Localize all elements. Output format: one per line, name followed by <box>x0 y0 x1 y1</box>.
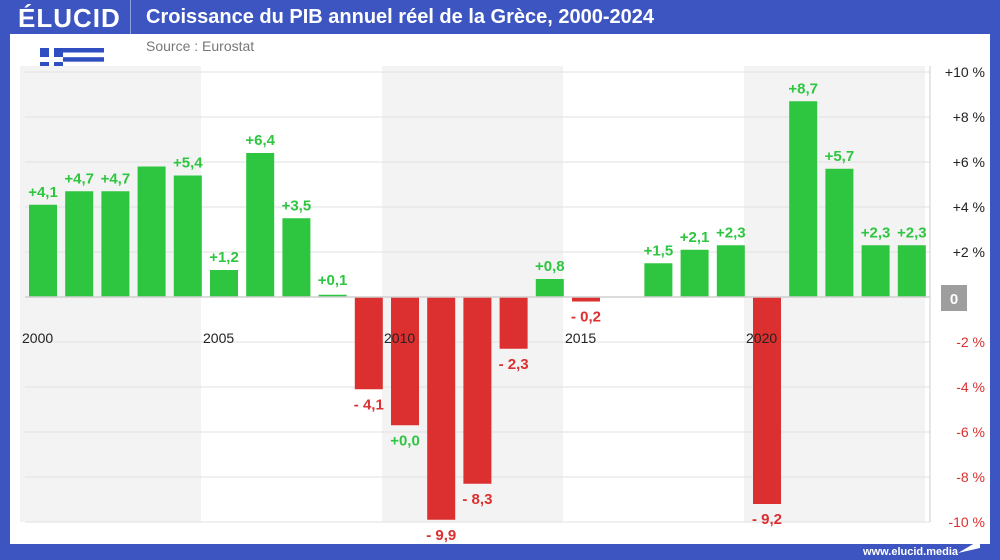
x-tick-label: 2020 <box>746 330 777 346</box>
x-tick-label: 2010 <box>384 330 415 346</box>
y-tick-label: -2 % <box>956 334 985 350</box>
data-label: +4,7 <box>101 170 131 187</box>
zero-badge <box>941 285 967 311</box>
brand-mark-icon <box>958 540 980 553</box>
bar-2022 <box>825 168 854 297</box>
data-label: +6,4 <box>245 132 275 149</box>
data-label: - 9,9 <box>426 527 456 544</box>
chart-source: Source : Eurostat <box>146 38 255 54</box>
data-label: +1,5 <box>644 242 674 259</box>
y-tick-label: -10 % <box>948 514 985 530</box>
data-label: +2,3 <box>716 224 746 241</box>
bar-2021 <box>789 101 818 297</box>
bar-2001 <box>65 191 94 297</box>
data-label: +2,3 <box>861 224 891 241</box>
bar-2012 <box>463 297 492 484</box>
y-tick-label: 0 <box>950 291 958 308</box>
data-label: +0,1 <box>318 272 348 289</box>
y-tick-label: +6 % <box>953 154 985 170</box>
y-tick-label: +4 % <box>953 199 985 215</box>
bar-2004 <box>173 175 202 297</box>
data-label: +0,0 <box>390 432 420 449</box>
data-label: +3,5 <box>282 197 312 214</box>
data-label: - 9,2 <box>752 511 782 528</box>
bar-2003 <box>137 166 166 297</box>
bar-2011 <box>427 297 456 520</box>
data-label: - 0,2 <box>571 309 601 326</box>
data-label: +5,4 <box>173 155 203 172</box>
x-tick-label: 2005 <box>203 330 234 346</box>
data-label: +1,2 <box>209 249 239 266</box>
flag-stripe <box>40 61 104 67</box>
bar-2005 <box>210 270 238 297</box>
bar-2017 <box>644 263 673 297</box>
flag-stripe <box>40 48 104 53</box>
flag-stripe <box>40 52 104 58</box>
flag-cross <box>40 57 63 62</box>
y-tick-label: -8 % <box>956 469 985 485</box>
bar-2014 <box>535 279 564 297</box>
bar-2015 <box>572 297 600 302</box>
logo: ÉLUCID <box>18 3 121 33</box>
bar-2024 <box>897 245 926 297</box>
bar-2008 <box>318 294 347 297</box>
bar-2020 <box>753 297 781 504</box>
footer-url[interactable]: www.elucid.media <box>863 546 958 558</box>
y-tick-label: +10 % <box>945 64 985 80</box>
data-label: +4,1 <box>28 184 58 201</box>
data-label: +4,7 <box>64 170 94 187</box>
data-label: +5,7 <box>825 148 855 165</box>
divider <box>130 0 131 34</box>
bar-2002 <box>101 191 130 297</box>
bar-2000 <box>29 204 57 297</box>
bar-2018 <box>680 249 709 297</box>
data-label: - 2,3 <box>499 356 529 373</box>
flag-stripe <box>40 57 104 62</box>
y-tick-label: -4 % <box>956 379 985 395</box>
x-tick-label: 2015 <box>565 330 596 346</box>
data-label: +2,3 <box>897 224 927 241</box>
data-label: - 8,3 <box>462 491 492 508</box>
bar-2006 <box>246 153 275 297</box>
data-label: - 4,1 <box>354 396 384 413</box>
data-label: +8,7 <box>788 80 818 97</box>
y-tick-label: +8 % <box>953 109 985 125</box>
bar-2007 <box>282 218 311 297</box>
bar-2010 <box>391 297 419 426</box>
bar-2013 <box>499 297 528 349</box>
bar-2023 <box>861 245 890 297</box>
data-label: +2,1 <box>680 229 710 246</box>
chart-title: Croissance du PIB annuel réel de la Grèc… <box>146 6 655 28</box>
bar-2019 <box>716 245 745 297</box>
data-label: +0,8 <box>535 258 565 275</box>
x-tick-label: 2000 <box>22 330 53 346</box>
y-tick-label: -6 % <box>956 424 985 440</box>
header: ÉLUCID Croissance du PIB annuel réel de … <box>0 0 1000 34</box>
y-tick-label: +2 % <box>953 244 985 260</box>
bar-2009 <box>354 297 383 390</box>
